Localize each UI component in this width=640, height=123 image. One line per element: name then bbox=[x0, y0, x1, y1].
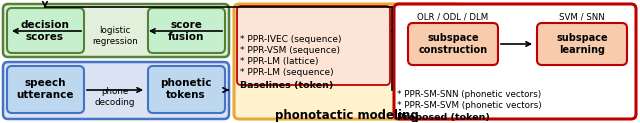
Text: phonetic
tokens: phonetic tokens bbox=[160, 78, 212, 100]
Text: Baselines (token): Baselines (token) bbox=[240, 81, 333, 90]
Text: Proposed (token): Proposed (token) bbox=[397, 113, 490, 122]
Text: logistic
regression: logistic regression bbox=[92, 26, 138, 46]
Text: phonotactic modeling: phonotactic modeling bbox=[275, 109, 419, 122]
FancyBboxPatch shape bbox=[3, 62, 229, 119]
Text: * PPR-SM-SNN (phonetic vectors): * PPR-SM-SNN (phonetic vectors) bbox=[397, 90, 541, 99]
Text: * PPR-LM (lattice): * PPR-LM (lattice) bbox=[240, 57, 319, 66]
FancyBboxPatch shape bbox=[408, 23, 498, 65]
FancyBboxPatch shape bbox=[237, 6, 390, 85]
Text: score
fusion: score fusion bbox=[168, 20, 204, 42]
Text: subspace
learning: subspace learning bbox=[556, 33, 608, 55]
FancyBboxPatch shape bbox=[148, 8, 225, 53]
FancyBboxPatch shape bbox=[234, 4, 460, 119]
Text: * PPR-IVEC (sequence): * PPR-IVEC (sequence) bbox=[240, 35, 342, 44]
FancyBboxPatch shape bbox=[394, 4, 636, 119]
Text: * PPR-LM (sequence): * PPR-LM (sequence) bbox=[240, 68, 333, 77]
Text: * PPR-VSM (sequence): * PPR-VSM (sequence) bbox=[240, 46, 340, 55]
Text: subspace
construction: subspace construction bbox=[419, 33, 488, 55]
FancyBboxPatch shape bbox=[3, 4, 229, 57]
Text: OLR / ODL / DLM: OLR / ODL / DLM bbox=[417, 13, 488, 22]
Text: * PPR-SM-SVM (phonetic vectors): * PPR-SM-SVM (phonetic vectors) bbox=[397, 101, 541, 110]
Text: phone
decoding: phone decoding bbox=[95, 87, 135, 107]
FancyBboxPatch shape bbox=[537, 23, 627, 65]
FancyBboxPatch shape bbox=[7, 8, 84, 53]
FancyBboxPatch shape bbox=[7, 66, 84, 113]
Text: speech
utterance: speech utterance bbox=[16, 78, 74, 100]
FancyBboxPatch shape bbox=[148, 66, 225, 113]
Text: decision
scores: decision scores bbox=[20, 20, 69, 42]
Text: SVM / SNN: SVM / SNN bbox=[559, 13, 605, 22]
